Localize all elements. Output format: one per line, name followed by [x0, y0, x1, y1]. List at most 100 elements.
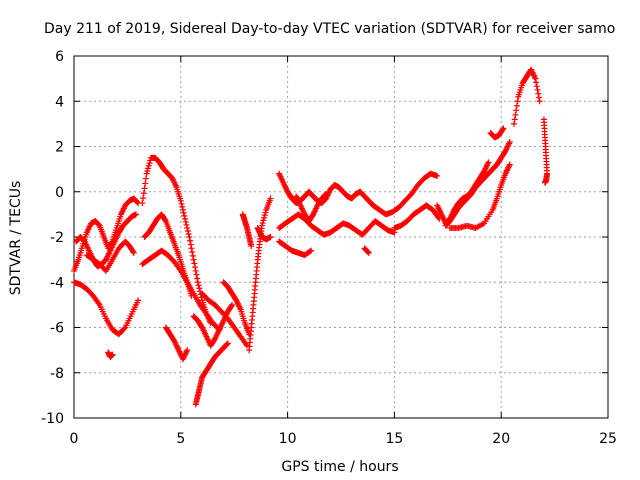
series-t15	[239, 211, 255, 250]
data-point	[513, 107, 520, 114]
data-point	[190, 256, 197, 263]
data-point	[140, 190, 147, 197]
data-point	[195, 282, 202, 289]
data-point	[307, 248, 314, 255]
data-point	[184, 227, 191, 234]
data-point	[144, 168, 151, 175]
data-point	[182, 215, 189, 222]
data-point	[145, 162, 152, 169]
series-t12	[199, 290, 251, 349]
data-point	[134, 199, 141, 206]
data-point	[536, 98, 543, 105]
data-point	[262, 209, 269, 216]
x-axis-label: GPS time / hours	[281, 459, 398, 475]
data-point	[145, 165, 152, 172]
y-tick-label: 2	[55, 140, 64, 156]
data-point	[179, 206, 186, 213]
chart-title: Day 211 of 2019, Sidereal Day-to-day VTE…	[44, 21, 615, 37]
series-t29	[540, 116, 551, 186]
data-point	[182, 218, 189, 225]
data-point	[511, 120, 518, 127]
series-t27	[487, 125, 507, 141]
series-t20	[293, 191, 330, 225]
data-point	[229, 301, 236, 308]
grid-lines	[74, 56, 608, 418]
data-point	[534, 86, 541, 93]
data-point	[192, 264, 199, 271]
data-point	[323, 191, 330, 198]
y-tick-label: -2	[50, 230, 64, 246]
data-point	[142, 180, 149, 187]
data-point	[187, 241, 194, 248]
data-point	[533, 79, 540, 86]
series-t6	[139, 154, 214, 326]
data-point	[267, 195, 274, 202]
series-t23	[391, 202, 443, 231]
axis-ticks	[73, 55, 609, 419]
series-t22	[370, 170, 441, 218]
data-point	[187, 237, 194, 244]
series-t5	[105, 349, 116, 360]
series-t28	[511, 66, 543, 127]
data-point	[541, 179, 548, 186]
x-tick-label: 0	[70, 431, 79, 447]
data-point	[191, 260, 198, 267]
y-tick-label: -8	[50, 366, 64, 382]
series-t16	[254, 224, 274, 243]
data-point	[506, 138, 513, 145]
y-tick-label: -4	[50, 275, 64, 291]
data-point	[308, 247, 315, 254]
series-t25	[442, 138, 513, 229]
data-point	[132, 211, 139, 218]
data-point	[177, 197, 184, 204]
series-t24	[434, 159, 492, 227]
series-t4	[83, 238, 137, 274]
data-point	[180, 209, 187, 216]
data-point	[365, 249, 372, 256]
x-tick-labels: 0 5 10 15 20 25	[70, 431, 617, 447]
data-point	[248, 243, 255, 250]
data-point	[179, 203, 186, 210]
series-t11	[190, 301, 236, 349]
data-point	[162, 217, 169, 224]
data-point	[512, 111, 519, 118]
y-tick-label: 4	[55, 94, 64, 110]
data-point	[267, 234, 274, 240]
data-point	[258, 222, 265, 229]
data-point	[499, 126, 506, 133]
y-axis-label: SDTVAR / TECUs	[8, 181, 24, 296]
data-point	[140, 195, 147, 202]
data-point	[259, 220, 266, 227]
data-point	[535, 94, 542, 101]
data-point	[533, 83, 540, 90]
data-point	[261, 212, 268, 219]
y-tick-label: -6	[50, 321, 64, 337]
series-t2	[73, 211, 139, 270]
data-point	[192, 267, 199, 274]
series-t10	[192, 340, 231, 408]
data-point	[186, 234, 193, 240]
data-point	[130, 248, 137, 255]
data-point	[139, 200, 146, 207]
data-point	[500, 125, 507, 132]
data-point	[196, 285, 203, 292]
data-points	[71, 66, 551, 408]
data-point	[485, 159, 492, 166]
x-tick-label: 25	[599, 431, 617, 447]
series-t19	[276, 238, 315, 259]
data-point	[322, 191, 329, 198]
series-t18	[276, 211, 398, 238]
data-point	[183, 221, 190, 228]
data-point	[261, 214, 268, 221]
series-t14	[246, 195, 274, 354]
data-point	[434, 172, 441, 179]
y-tick-labels: -10 -8 -6 -4 -2 0 2 4 6	[41, 49, 64, 427]
data-point	[188, 245, 195, 252]
data-point	[184, 347, 191, 354]
data-point	[532, 75, 539, 82]
x-tick-label: 5	[176, 431, 185, 447]
series-t17	[276, 170, 377, 209]
x-tick-label: 10	[279, 431, 297, 447]
data-point	[141, 185, 148, 192]
series-t8	[139, 247, 223, 333]
